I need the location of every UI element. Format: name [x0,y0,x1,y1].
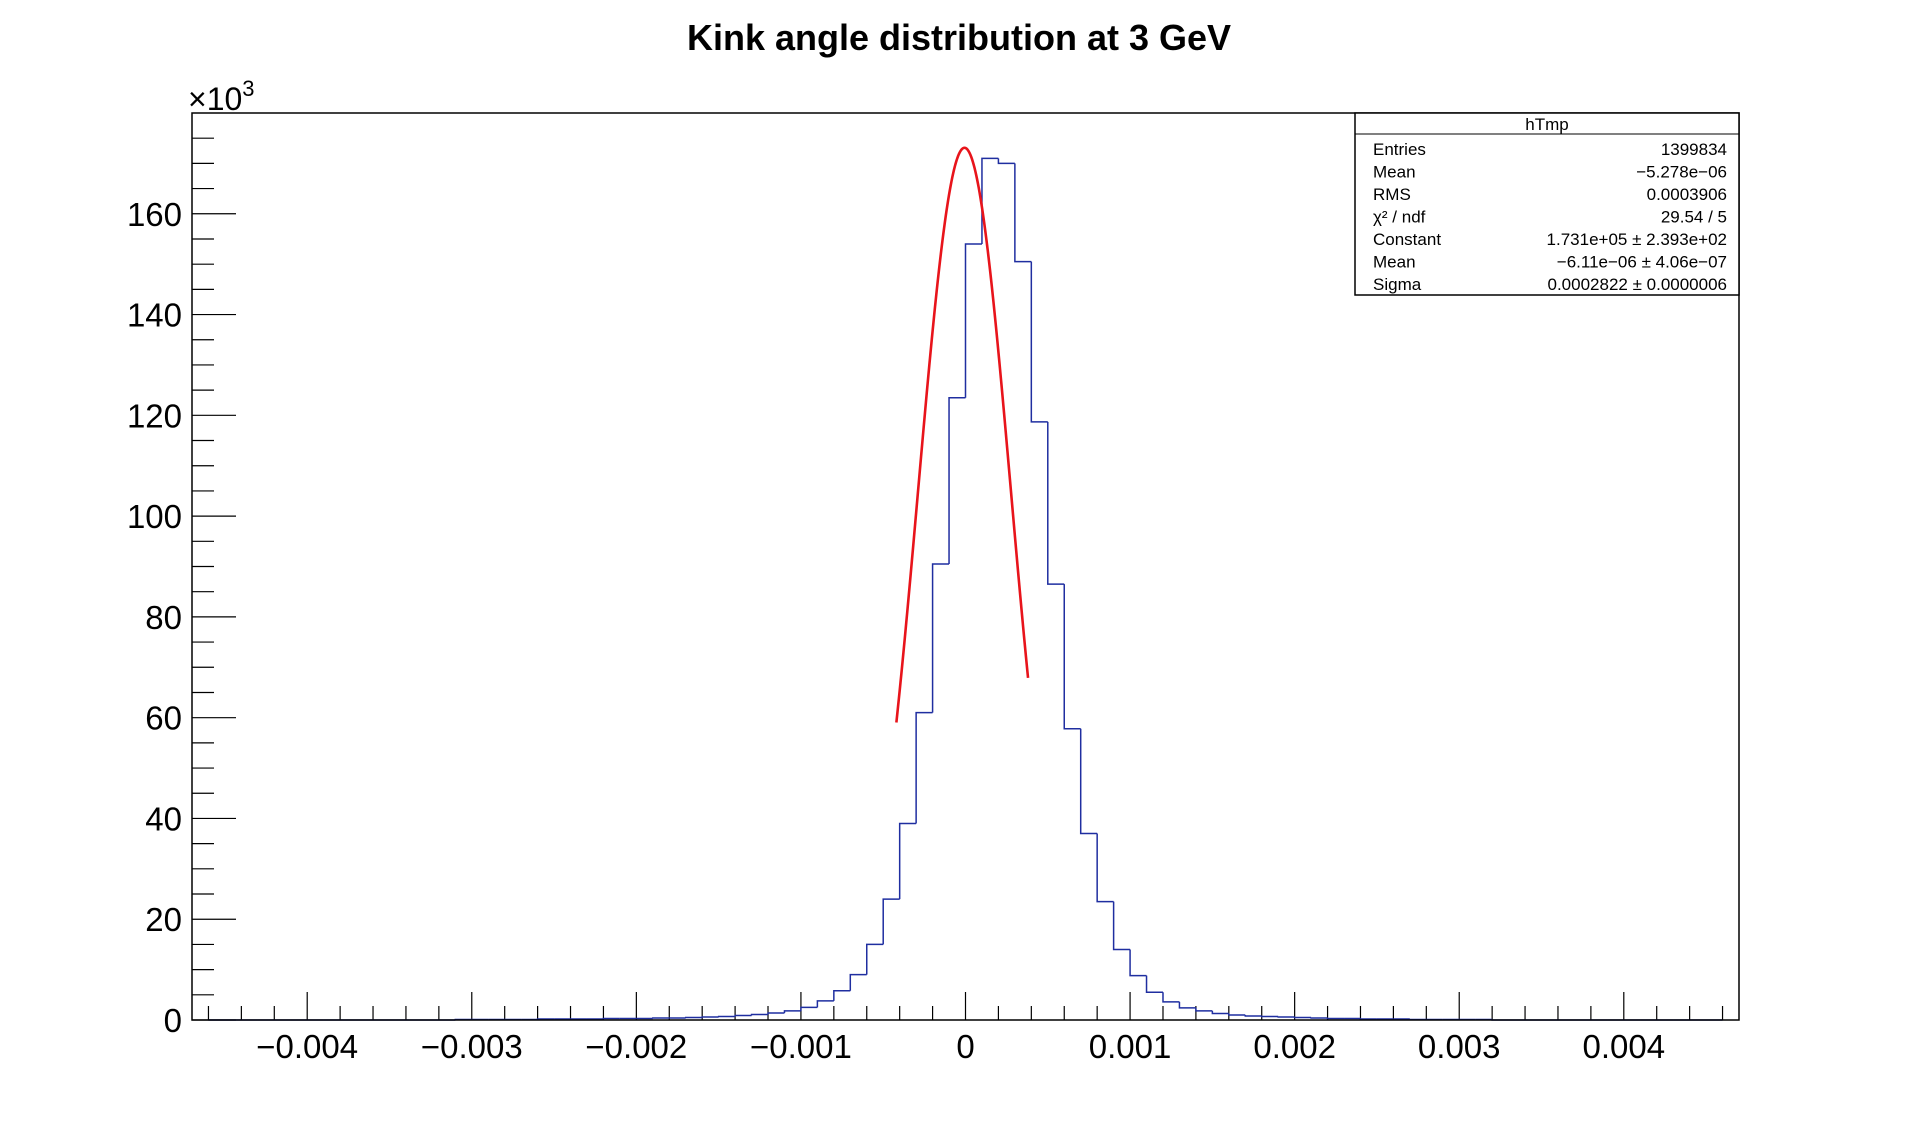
histogram-bin [915,711,933,824]
histogram-bin [997,158,1015,165]
histogram-bin [1096,833,1114,903]
plot-frame [191,112,1740,1021]
histogram-bin [866,943,884,975]
stats-box: hTmp Entries 1399834 Mean −5.278e−06 RMS 0.00… [1354,112,1740,296]
histogram-bin [1211,1010,1229,1015]
y-tick-label: 20 [145,901,182,938]
stats-row-label: Constant [1373,230,1441,249]
x-tick-label: −0.003 [421,1028,523,1065]
y-scale-exponent: 3 [242,76,254,101]
y-tick-label: 120 [127,397,182,434]
x-tick-label: 0.001 [1089,1028,1172,1065]
histogram-bin [1244,1014,1262,1017]
y-scale-multiplier: ×103 [188,76,255,117]
y-tick-label: 60 [145,700,182,737]
y-tick-label: 80 [145,599,182,636]
histogram-bin [1195,1007,1213,1012]
histogram-bin [1014,163,1032,263]
histogram-bin [717,1015,736,1018]
histogram-bin [1079,728,1098,835]
histogram-bin [1162,992,1180,1003]
histogram-bin [783,1010,801,1013]
fit-layer [895,146,1030,723]
histogram-bin [1145,975,1163,994]
histogram-bin [1277,1016,1295,1018]
stats-row-label: χ² / ndf [1373,208,1426,227]
y-tick-label: 0 [164,1002,182,1039]
histogram-bin [652,1017,670,1019]
stats-box-rows: Entries 1399834 Mean −5.278e−06 RMS 0.0003906… [1373,140,1727,294]
stats-row-value: 1399834 [1661,140,1727,159]
histogram-bin [1310,1017,1328,1019]
histogram-bin [767,1012,785,1015]
histogram-bin [898,822,917,900]
x-tick-label: 0.004 [1583,1028,1666,1065]
x-axis-ticks [207,992,1724,1020]
histogram-bin [1178,1001,1196,1009]
histogram-bin [1063,584,1081,730]
x-tick-label: −0.002 [585,1028,687,1065]
stats-row-label: RMS [1373,185,1411,204]
histogram-bin [1129,949,1147,977]
histogram-bin [849,973,867,991]
histogram-bin [816,1000,834,1008]
stats-row-value: −6.11e−06 ± 4.06e−07 [1557,253,1727,272]
stats-row-label: Sigma [1373,275,1422,294]
histogram-bin [602,1017,620,1020]
histogram-bin [948,396,966,564]
stats-row-value: −5.278e−06 [1636,163,1727,182]
stats-box-frame [1354,112,1740,296]
stats-row-label: Entries [1373,140,1426,159]
stats-row-value: 1.731e+05 ± 2.393e+02 [1547,230,1727,249]
y-scale-base: ×10 [188,81,242,117]
stats-row-value: 29.54 / 5 [1661,208,1727,227]
histogram-bin [1359,1018,1377,1020]
histogram-bin [1260,1015,1279,1018]
histogram-bin [750,1013,769,1016]
histogram-bin [701,1016,719,1018]
histogram-bin [1326,1017,1345,1020]
histogram-bin [734,1014,752,1017]
y-axis-tick-labels: 0 20 40 60 80 100 120 140 160 [127,196,182,1039]
histogram-bin [833,990,851,1001]
histogram-bin [684,1016,703,1019]
histogram-bin [1047,421,1065,585]
stats-row-value: 0.0003906 [1647,185,1727,204]
stats-row-value: 0.0002822 ± 0.0000006 [1548,275,1728,294]
y-tick-label: 140 [127,297,182,334]
y-tick-label: 160 [127,196,182,233]
histogram-bin [1030,261,1048,423]
histogram-bin [1293,1016,1312,1019]
histogram-bin [931,563,950,713]
histogram-bin [1228,1013,1246,1016]
y-tick-label: 40 [145,800,182,837]
stats-row-label: Mean [1373,163,1416,182]
x-tick-label: 0 [956,1028,974,1065]
gaussian-fit-curve [895,146,1030,723]
x-tick-label: −0.001 [750,1028,852,1065]
y-tick-label: 100 [127,498,182,535]
histogram-bin [800,1006,818,1011]
histogram-bin [964,243,982,398]
stats-row-label: Mean [1373,253,1416,272]
x-tick-label: 0.003 [1418,1028,1501,1065]
y-axis-ticks [192,137,236,1021]
chart-title: Kink angle distribution at 3 GeV [687,17,1231,58]
x-tick-label: 0.002 [1253,1028,1336,1065]
histogram-bin [1112,901,1131,951]
stats-box-title: hTmp [1525,115,1568,134]
histogram-layer [208,157,1723,1021]
histogram-bin [882,898,900,945]
x-tick-label: −0.004 [256,1028,358,1065]
x-axis-tick-labels: −0.004 −0.003 −0.002 −0.001 0 0.001 0.002 0.003… [256,1028,1665,1065]
